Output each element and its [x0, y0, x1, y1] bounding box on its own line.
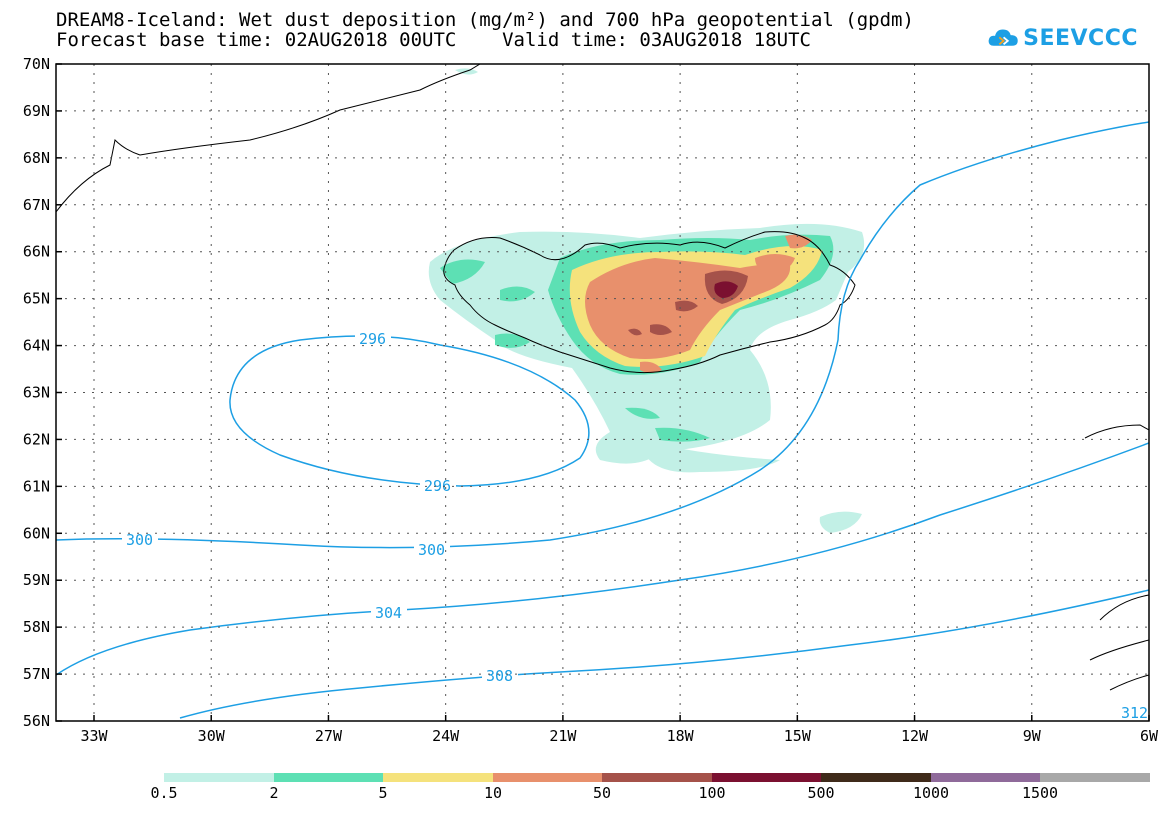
- lon-label: 21W: [549, 727, 577, 745]
- lon-label: 30W: [198, 727, 226, 745]
- lon-label: 15W: [784, 727, 812, 745]
- lon-label: 12W: [901, 727, 929, 745]
- legend-tick: 50: [592, 784, 612, 802]
- lon-label: 6W: [1140, 727, 1159, 745]
- map-title: DREAM8-Iceland: Wet dust deposition (mg/…: [56, 9, 914, 31]
- seevccc-logo: SEEVCCC: [988, 18, 1138, 58]
- lat-label: 56N: [23, 712, 50, 730]
- legend-tick: 1500: [1021, 784, 1059, 802]
- legend-swatch-2: [383, 773, 493, 782]
- legend-tick: 100: [698, 784, 726, 802]
- dust-deposition-shading: [428, 68, 865, 533]
- map-subtitle: Forecast base time: 02AUG2018 00UTC Vali…: [56, 29, 811, 51]
- contour-labels: 296 296 300 300 304 308 312: [122, 330, 1148, 722]
- contour-label: 312: [1121, 704, 1148, 722]
- legend-swatch-6: [821, 773, 931, 782]
- lon-label: 27W: [315, 727, 343, 745]
- lat-label: 60N: [23, 524, 50, 542]
- grid-lines: [56, 64, 1149, 721]
- map-area: 296 296 300 300 304 308 312 70N 69N 68N 67N…: [23, 55, 1159, 745]
- lat-label: 62N: [23, 430, 50, 448]
- contour-label: 300: [418, 541, 445, 559]
- contour-label: 300: [126, 531, 153, 549]
- cloud-icon: [988, 29, 1018, 46]
- legend-swatch-7: [931, 773, 1040, 782]
- coastlines: [56, 64, 1149, 691]
- contour-label: 308: [486, 667, 513, 685]
- legend-tick: 0.5: [150, 784, 178, 802]
- lat-label: 59N: [23, 571, 50, 589]
- lat-label: 66N: [23, 243, 50, 261]
- color-legend: 0.5 2 5 10 50 100 500 1000 1500: [0, 770, 1175, 810]
- legend-tick: 2: [269, 784, 279, 802]
- longitude-labels: 33W 30W 27W 24W 21W 18W 15W 12W 9W 6W: [80, 727, 1159, 745]
- lat-label: 58N: [23, 618, 50, 636]
- lat-label: 57N: [23, 665, 50, 683]
- latitude-labels: 70N 69N 68N 67N 66N 65N 64N 63N 62N 61N 60N 59N 58N 5…: [23, 55, 50, 730]
- legend-swatch-0: [164, 773, 274, 782]
- lat-label: 61N: [23, 477, 50, 495]
- legend-tick: 10: [483, 784, 503, 802]
- lat-label: 70N: [23, 55, 50, 73]
- legend-swatch-5: [712, 773, 821, 782]
- logo-text: SEEVCCC: [1023, 25, 1138, 51]
- lat-label: 68N: [23, 149, 50, 167]
- lat-label: 69N: [23, 102, 50, 120]
- contour-label: 304: [375, 604, 402, 622]
- legend-swatch-8: [1040, 773, 1150, 782]
- geopotential-contours: [56, 121, 1149, 719]
- lat-label: 67N: [23, 196, 50, 214]
- legend-swatch-3: [493, 773, 602, 782]
- lat-label: 63N: [23, 384, 50, 402]
- legend-tick: 5: [378, 784, 388, 802]
- legend-tick: 1000: [912, 784, 950, 802]
- contour-label: 296: [424, 477, 451, 495]
- lat-label: 65N: [23, 290, 50, 308]
- lon-label: 9W: [1023, 727, 1042, 745]
- lon-label: 18W: [667, 727, 695, 745]
- lon-label: 24W: [432, 727, 460, 745]
- axis-ticks: [56, 63, 1150, 722]
- lon-label: 33W: [80, 727, 108, 745]
- legend-tick: 500: [807, 784, 835, 802]
- lat-label: 64N: [23, 337, 50, 355]
- contour-label: 296: [359, 330, 386, 348]
- legend-swatch-4: [602, 773, 712, 782]
- legend-swatch-1: [274, 773, 383, 782]
